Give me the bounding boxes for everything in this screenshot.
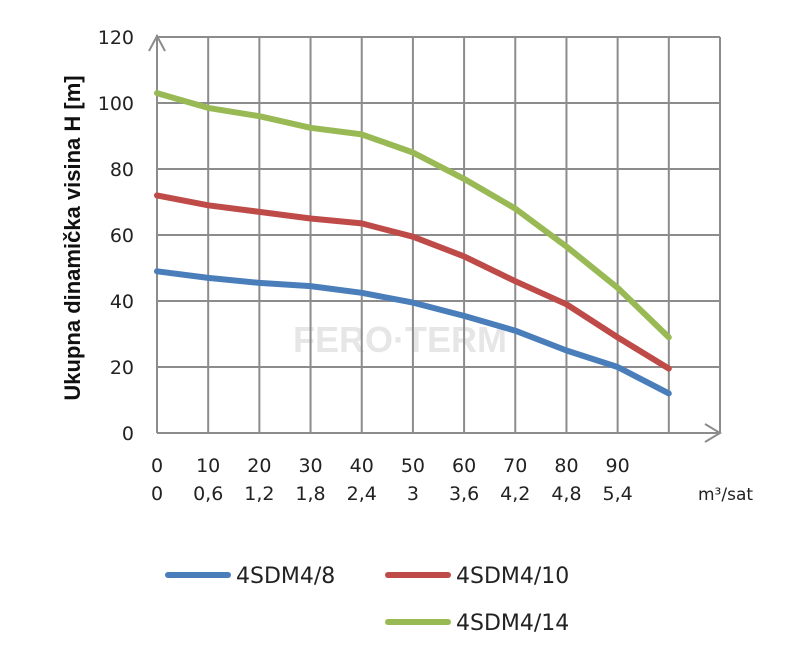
x-tick-label-secondary: 4,8 [551,483,581,505]
y-axis-label: Ukupna dinamička visina H [m] [60,75,85,400]
y-tick-label: 80 [110,159,134,181]
x-tick-label-secondary: 3,6 [449,483,479,505]
series-lines [154,90,672,397]
grid [157,36,721,433]
y-tick-label: 120 [98,27,134,49]
legend: 4SDM4/8 4SDM4/10 4SDM4/14 [165,564,569,636]
x-axis-unit: m³/sat [698,485,753,505]
x-tick-label-secondary: 5,4 [603,483,633,505]
legend-label-4sdm4-14: 4SDM4/14 [456,611,569,636]
x-tick-label-primary: 10 [196,455,220,477]
x-tick-label-secondary: 2,4 [347,483,377,505]
y-axis-arrow [148,33,166,52]
watermark: FERO·TERM [293,319,507,360]
x-axis-arrow [704,423,722,443]
x-tick-label-secondary: 0 [151,483,163,505]
x-tick-label-primary: 70 [503,455,527,477]
series-line-4sdm4-10 [154,192,672,372]
x-tick-label-primary: 60 [452,455,476,477]
series-line-4sdm4-14 [154,90,672,341]
y-axis-ticks: 0 20 40 60 80 100 120 [98,27,134,445]
x-axis-ticks: 0 10 20 30 40 50 60 70 80 90 0 0,6 1,2 1,8 2,4 3 3,6 4,2 4… [151,455,633,505]
x-tick-label-primary: 0 [151,455,163,477]
y-tick-label: 0 [122,423,134,445]
y-tick-label: 60 [110,225,134,247]
y-tick-label: 20 [110,357,134,379]
x-tick-label-primary: 90 [606,455,630,477]
x-tick-label-primary: 50 [401,455,425,477]
x-tick-label-secondary: 3 [407,483,419,505]
x-tick-label-secondary: 4,2 [500,483,530,505]
series-line-4sdm4-8 [154,268,672,397]
x-tick-label-secondary: 1,2 [244,483,274,505]
y-tick-label: 100 [98,93,134,115]
legend-label-4sdm4-8: 4SDM4/8 [236,564,335,589]
x-tick-label-primary: 30 [298,455,322,477]
axes [148,33,722,443]
x-tick-label-secondary: 1,8 [295,483,325,505]
x-tick-label-primary: 80 [554,455,578,477]
y-tick-label: 40 [110,291,134,313]
legend-label-4sdm4-10: 4SDM4/10 [456,564,569,589]
x-tick-label-primary: 40 [350,455,374,477]
x-tick-label-primary: 20 [247,455,271,477]
x-tick-label-secondary: 0,6 [193,483,223,505]
